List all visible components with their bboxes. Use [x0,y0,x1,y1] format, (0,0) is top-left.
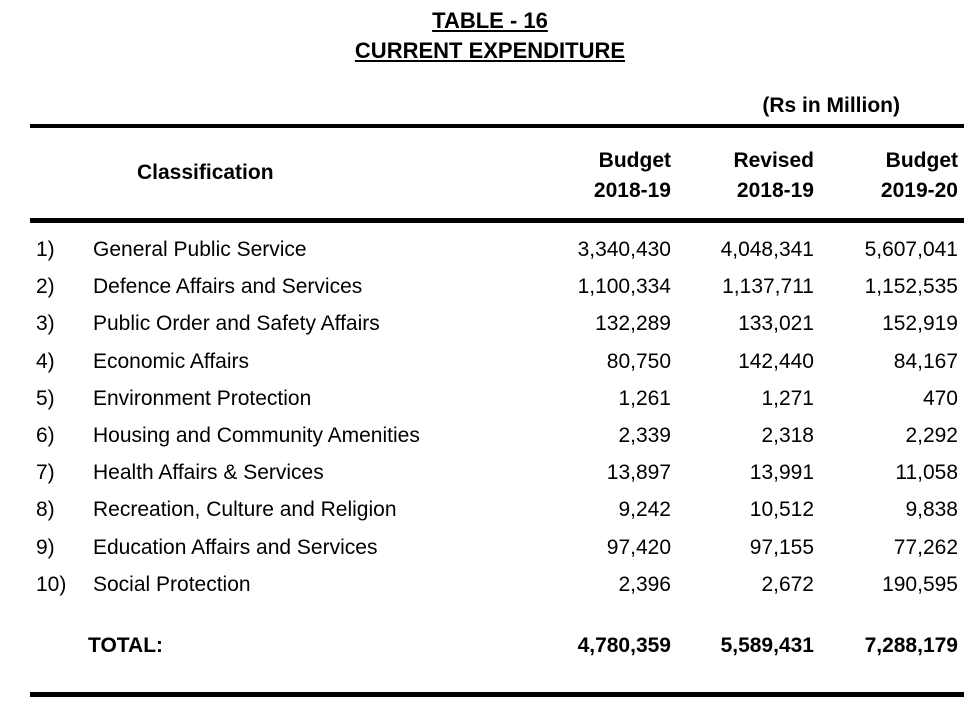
cell-budget-2019-20: 470 [922,386,958,410]
header-line: Budget [885,149,958,172]
row-number: 8) [36,498,55,522]
cell-budget-2018-19: 2,339 [618,423,671,447]
table-row: 7) Health Affairs & Services 13,897 13,991 1… [0,461,980,498]
cell-revised-2018-19: 1,271 [761,386,814,410]
table-row: 8) Recreation, Culture and Religion 9,242 1… [0,498,980,535]
row-number: 3) [36,312,55,336]
row-classification: Defence Affairs and Services [93,275,363,299]
cell-revised-2018-19: 2,672 [761,572,814,596]
table-body: 1) General Public Service 3,340,430 4,048,3… [0,238,980,610]
cell-revised-2018-19: 97,155 [749,535,814,559]
table-row: 1) General Public Service 3,340,430 4,048,3… [0,238,980,275]
cell-budget-2018-19: 1,261 [618,386,671,410]
cell-budget-2019-20: 2,292 [905,423,958,447]
table-row: 10) Social Protection 2,396 2,672 190,595 [0,573,980,610]
row-number: 9) [36,535,55,559]
row-classification: Economic Affairs [93,349,250,373]
row-number: 7) [36,461,55,485]
cell-budget-2019-20: 5,607,041 [864,238,958,261]
top-rule [30,124,964,128]
total-budget-2019-20: 7,288,179 [864,634,958,657]
row-number: 1) [36,238,55,261]
cell-budget-2018-19: 3,340,430 [577,238,671,261]
header-line: 2018-19 [736,179,814,202]
cell-revised-2018-19: 133,021 [738,312,814,336]
cell-budget-2018-19: 97,420 [606,535,671,559]
row-number: 4) [36,349,55,373]
table-row: 3) Public Order and Safety Affairs 132,289… [0,312,980,349]
cell-budget-2018-19: 13,897 [606,461,671,485]
cell-budget-2018-19: 132,289 [595,312,671,336]
row-number: 5) [36,386,55,410]
row-classification: Recreation, Culture and Religion [93,498,397,522]
row-classification: Public Order and Safety Affairs [93,312,380,336]
table-title: TABLE - 16 CURRENT EXPENDITURE [0,6,980,66]
total-row: TOTAL: 4,780,359 5,589,431 7,288,179 [0,634,980,664]
cell-revised-2018-19: 13,991 [749,461,814,485]
row-number: 2) [36,275,55,299]
cell-budget-2018-19: 80,750 [606,349,671,373]
cell-revised-2018-19: 4,048,341 [720,238,814,261]
table-row: 9) Education Affairs and Services 97,420 97… [0,536,980,573]
cell-revised-2018-19: 1,137,711 [722,275,814,299]
table-row: 4) Economic Affairs 80,750 142,440 84,167 [0,350,980,387]
table-number: TABLE - 16 [432,8,548,33]
total-label: TOTAL: [88,634,164,657]
cell-budget-2019-20: 77,262 [893,535,958,559]
budget-2018-19-header: Budget 2018-19 [531,146,671,206]
table-row: 6) Housing and Community Amenities 2,339 2,… [0,424,980,461]
cell-budget-2019-20: 9,838 [905,498,958,522]
cell-budget-2019-20: 190,595 [882,572,958,596]
header-line: Revised [733,149,814,172]
cell-revised-2018-19: 142,440 [738,349,814,373]
row-classification: Housing and Community Amenities [93,423,420,447]
budget-2019-20-header: Budget 2019-20 [818,146,958,206]
cell-budget-2018-19: 1,100,334 [577,275,671,299]
row-classification: Education Affairs and Services [93,535,378,559]
cell-budget-2018-19: 2,396 [618,572,671,596]
cell-budget-2019-20: 152,919 [882,312,958,336]
cell-budget-2019-20: 84,167 [893,349,958,373]
cell-budget-2019-20: 11,058 [895,461,958,485]
header-line: 2018-19 [593,179,671,202]
row-number: 10) [36,572,67,596]
table-row: 5) Environment Protection 1,261 1,271 470 [0,387,980,424]
table-caption: CURRENT EXPENDITURE [354,38,626,63]
row-classification: General Public Service [93,238,307,261]
header-line: Budget [598,149,671,172]
row-classification: Health Affairs & Services [93,461,324,485]
cell-budget-2018-19: 9,242 [618,498,671,522]
row-classification: Environment Protection [93,386,312,410]
header-rule [30,218,964,223]
table-row: 2) Defence Affairs and Services 1,100,334 1… [0,275,980,312]
cell-budget-2019-20: 1,152,535 [864,275,958,299]
total-budget-2018-19: 4,780,359 [577,634,671,657]
cell-revised-2018-19: 10,512 [749,498,814,522]
row-number: 6) [36,423,55,447]
row-classification: Social Protection [93,572,251,596]
revised-2018-19-header: Revised 2018-19 [674,146,814,206]
bottom-rule [30,692,964,697]
total-revised-2018-19: 5,589,431 [720,634,814,657]
unit-label: (Rs in Million) [762,94,900,117]
header-line: 2019-20 [880,179,958,202]
classification-header: Classification [137,161,274,184]
cell-revised-2018-19: 2,318 [761,423,814,447]
